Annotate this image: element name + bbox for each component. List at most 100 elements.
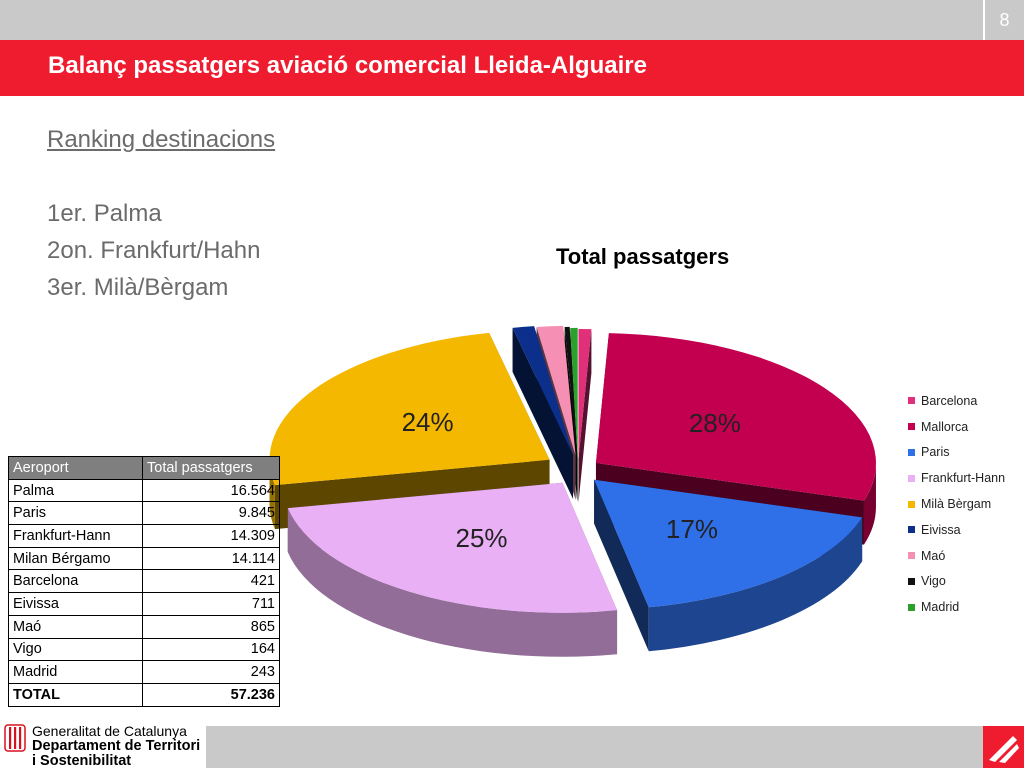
table-row: Milan Bérgamo 14.114 bbox=[8, 546, 280, 571]
footer-bar bbox=[206, 726, 983, 768]
cell-airport: Palma bbox=[8, 478, 143, 503]
generalitat-shield-icon bbox=[4, 724, 26, 752]
cell-total: 9.845 bbox=[142, 501, 280, 526]
legend-label: Mallorca bbox=[921, 419, 969, 434]
cell-airport: Barcelona bbox=[8, 569, 143, 594]
pie-data-label: 17% bbox=[666, 514, 718, 544]
ranking-item-2: 2on. Frankfurt/Hahn bbox=[47, 237, 261, 264]
table-row: Paris 9.845 bbox=[8, 501, 280, 526]
legend-item: Vigo bbox=[908, 569, 1005, 595]
pie-slice-ma- bbox=[536, 325, 576, 456]
cell-total-value: 57.236 bbox=[142, 682, 280, 707]
cell-airport: Madrid bbox=[8, 660, 143, 684]
legend-label: Frankfurt-Hann bbox=[921, 471, 1006, 486]
pie-data-label: 28% bbox=[689, 408, 741, 438]
pie-slice-wall-barcelona bbox=[578, 329, 592, 504]
generalitat-block: Generalitat de Catalunya Departament de … bbox=[0, 724, 206, 768]
cell-total: 865 bbox=[142, 614, 280, 639]
cell-total: 14.114 bbox=[142, 546, 280, 571]
legend-label: Eivissa bbox=[921, 522, 961, 537]
pie-data-label: 24% bbox=[402, 407, 454, 437]
legend-swatch bbox=[908, 526, 915, 534]
pie-slice-madrid bbox=[570, 327, 578, 458]
legend-swatch bbox=[908, 448, 915, 456]
pie-slice-mil-b-rgam bbox=[269, 332, 550, 486]
table-row: Vigo 164 bbox=[8, 637, 280, 662]
cell-airport: Paris bbox=[8, 501, 143, 526]
cell-total: 14.309 bbox=[142, 524, 280, 548]
legend-item: Maó bbox=[908, 543, 1005, 569]
pie-slice-mallorca bbox=[595, 333, 876, 501]
footer-logo-box bbox=[983, 726, 1024, 768]
ranking-list: 1er. Palma 2on. Frankfurt/Hahn 3er. Milà… bbox=[47, 198, 260, 309]
legend-swatch bbox=[908, 500, 915, 508]
cell-total: 243 bbox=[142, 660, 280, 684]
cell-airport: Vigo bbox=[8, 637, 143, 662]
title-bar bbox=[0, 40, 1024, 96]
pie-slice-wall-eivissa bbox=[512, 327, 574, 499]
cell-total: 421 bbox=[142, 569, 280, 594]
legend-label: Vigo bbox=[921, 574, 946, 589]
legend-swatch bbox=[908, 423, 915, 431]
legend-item: Frankfurt-Hann bbox=[908, 465, 1005, 491]
cell-total-label: TOTAL bbox=[8, 682, 143, 707]
cell-airport: Eivissa bbox=[8, 592, 143, 616]
column-header-total: Total passatgers bbox=[142, 456, 280, 480]
pie-slice-paris bbox=[594, 479, 863, 608]
pie-slice-edge-frankfurt-hann bbox=[287, 508, 618, 657]
pie-slice-wall-paris bbox=[594, 479, 649, 652]
legend-item: Barcelona bbox=[908, 388, 1005, 414]
pie-slice-frankfurt-hann bbox=[287, 482, 618, 613]
cell-total: 16.564 bbox=[142, 478, 280, 503]
column-header-airport: Aeroport bbox=[8, 456, 143, 480]
table-total-row: TOTAL 57.236 bbox=[8, 682, 280, 707]
cell-total: 711 bbox=[142, 592, 280, 616]
passenger-table: Aeroport Total passatgers Palma 16.564 Pa… bbox=[8, 456, 280, 707]
department-name-line2: i Sostenibilitat bbox=[32, 753, 132, 769]
cell-total: 164 bbox=[142, 637, 280, 662]
table-row: Maó 865 bbox=[8, 614, 280, 639]
table-row: Eivissa 711 bbox=[8, 592, 280, 616]
legend-item: Mallorca bbox=[908, 414, 1005, 440]
table-header-row: Aeroport Total passatgers bbox=[8, 456, 280, 480]
ranking-heading: Ranking destinacions bbox=[47, 126, 276, 153]
swoosh-logo-icon bbox=[989, 736, 1019, 763]
pie-slice-edge-mallorca bbox=[863, 463, 876, 545]
legend-label: Milà Bèrgam bbox=[921, 497, 992, 512]
top-bar bbox=[0, 0, 1024, 40]
table-row: Frankfurt-Hann 14.309 bbox=[8, 524, 280, 548]
chart-title: Total passatgers bbox=[556, 244, 730, 269]
legend-swatch bbox=[908, 552, 915, 560]
legend-label: Paris bbox=[921, 445, 950, 460]
legend-swatch bbox=[908, 603, 915, 611]
legend-label: Madrid bbox=[921, 600, 960, 615]
slide-title: Balanç passatgers aviació comercial Llei… bbox=[48, 52, 647, 79]
legend-swatch bbox=[908, 397, 915, 405]
pie-slice-edge-paris bbox=[648, 517, 863, 652]
department-name-line1: Departament de Territori bbox=[32, 738, 201, 754]
legend-label: Maó bbox=[921, 548, 946, 563]
chart-legend: Barcelona Mallorca Paris Frankfurt-Hann … bbox=[908, 388, 1005, 620]
legend-item: Madrid bbox=[908, 594, 1005, 620]
legend-swatch bbox=[908, 474, 915, 482]
table-row: Palma 16.564 bbox=[8, 478, 280, 503]
pie-slice-barcelona bbox=[578, 329, 592, 460]
table-row: Barcelona 421 bbox=[8, 569, 280, 594]
org-name: Generalitat de Catalunya bbox=[32, 724, 187, 739]
legend-swatch bbox=[908, 577, 915, 585]
pie-data-label: 25% bbox=[456, 523, 508, 553]
page-number: 8 bbox=[983, 0, 1024, 40]
ranking-item-1: 1er. Palma bbox=[47, 200, 162, 227]
cell-airport: Milan Bérgamo bbox=[8, 546, 143, 571]
legend-item: Milà Bèrgam bbox=[908, 491, 1005, 517]
cell-airport: Maó bbox=[8, 614, 143, 639]
ranking-item-3: 3er. Milà/Bèrgam bbox=[47, 274, 229, 301]
legend-label: Barcelona bbox=[921, 393, 978, 408]
cell-airport: Frankfurt-Hann bbox=[8, 524, 143, 548]
table-row: Madrid 243 bbox=[8, 660, 280, 684]
legend-item: Paris bbox=[908, 440, 1005, 466]
pie-slice-eivissa bbox=[512, 326, 574, 455]
legend-item: Eivissa bbox=[908, 517, 1005, 543]
pie-slice-vigo bbox=[564, 326, 578, 457]
